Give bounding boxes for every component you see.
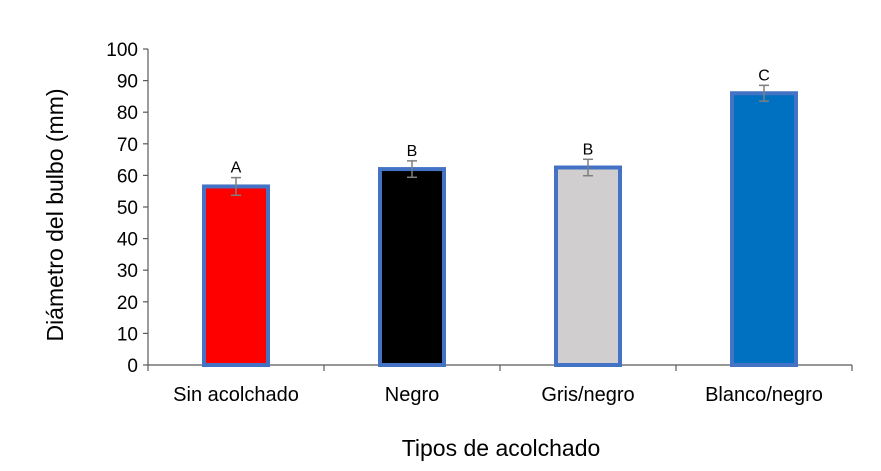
y-axis-title: Diámetro del bulbo (mm) [42, 88, 68, 341]
y-tick-label: 30 [117, 261, 138, 282]
y-tick-label: 50 [117, 198, 138, 219]
y-tick-label: 10 [117, 324, 138, 345]
y-tick-label: 100 [106, 40, 138, 61]
plot-area: 0 10 20 30 40 50 60 70 80 90 100 A Sin acolchado B Neg… [106, 40, 853, 406]
significance-label: C [758, 67, 770, 84]
bar-3 [554, 165, 622, 367]
x-category-label: Sin acolchado [173, 384, 299, 406]
y-tick-label: 60 [117, 166, 138, 187]
y-tick-label: 90 [117, 72, 138, 93]
x-category-label: Gris/negro [541, 384, 634, 406]
y-tick-label: 20 [117, 293, 138, 314]
significance-label: B [583, 141, 594, 158]
y-tick-label: 70 [117, 135, 138, 156]
x-category-label: Negro [385, 384, 439, 406]
significance-label: A [231, 160, 242, 177]
bar-2 [378, 167, 446, 367]
significance-label: B [407, 143, 418, 160]
bar-4 [730, 91, 798, 368]
y-tick-label: 40 [117, 230, 138, 251]
y-tick-label: 0 [127, 356, 138, 377]
x-axis-title: Tipos de acolchado [402, 435, 601, 461]
y-tick-label: 80 [117, 103, 138, 124]
bar-1 [202, 184, 270, 367]
x-category-label: Blanco/negro [705, 384, 823, 406]
